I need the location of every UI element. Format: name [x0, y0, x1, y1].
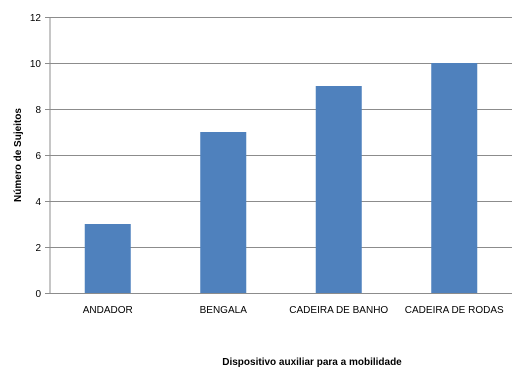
y-tick-label: 4 — [35, 197, 41, 208]
bar — [84, 224, 131, 293]
y-tick-label: 8 — [35, 105, 41, 116]
bar — [200, 132, 247, 293]
y-tick-label: 2 — [35, 243, 41, 254]
x-tick-label: ANDADOR — [83, 305, 133, 316]
x-tick-label: CADEIRA DE BANHO — [289, 305, 388, 316]
x-tick-label: CADEIRA DE RODAS — [405, 305, 504, 316]
y-tick-label: 6 — [35, 151, 41, 162]
y-tick-labels: 0 2 4 6 8 10 12 — [30, 13, 42, 300]
y-axis-title: Número de Sujeitos — [13, 108, 24, 202]
x-tick-label: BENGALA — [200, 305, 248, 316]
y-tick-label: 0 — [35, 289, 41, 300]
bar — [431, 63, 478, 293]
y-tick-label: 12 — [30, 13, 42, 24]
bars — [84, 63, 478, 293]
x-tick-labels: ANDADOR BENGALA CADEIRA DE BANHO CADEIRA DE… — [83, 305, 504, 316]
y-tick-label: 10 — [30, 59, 42, 70]
x-axis-title: Dispositivo auxiliar para a mobilidade — [222, 357, 402, 368]
bar — [315, 86, 362, 293]
